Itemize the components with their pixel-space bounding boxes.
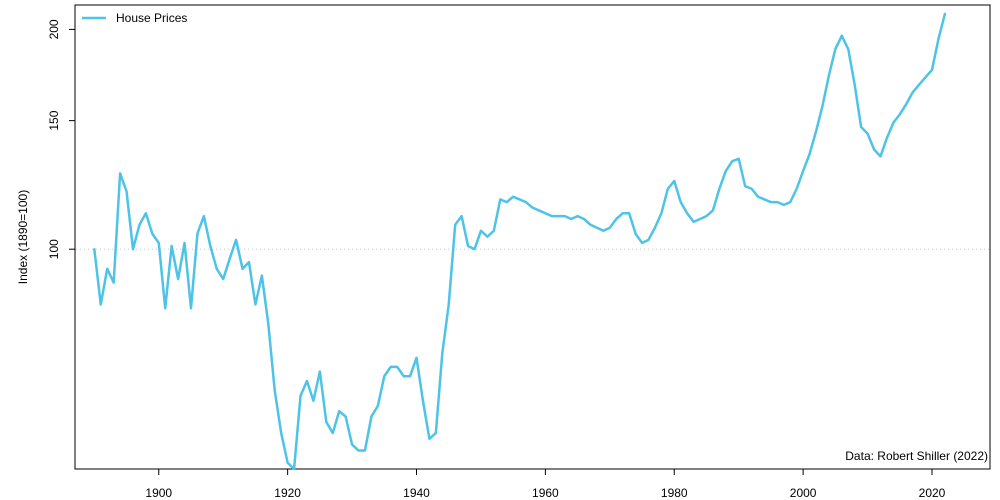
data-source-note: Data: Robert Shiller (2022) <box>845 449 988 463</box>
y-axis: 100 150 200 <box>47 19 75 259</box>
x-tick-label: 1900 <box>145 486 172 500</box>
x-tick-label: 1980 <box>661 486 688 500</box>
legend-entry: House Prices <box>116 11 187 25</box>
y-tick-label: 100 <box>47 239 61 259</box>
legend: House Prices <box>82 11 187 25</box>
y-axis-label: Index (1890=100) <box>16 190 30 284</box>
plot-frame <box>74 4 991 470</box>
x-axis: 1900 1920 1940 1960 1980 2000 2020 <box>145 469 946 500</box>
x-tick-label: 1960 <box>532 486 559 500</box>
x-tick-label: 1920 <box>274 486 301 500</box>
y-tick-label: 150 <box>47 110 61 130</box>
x-tick-label: 2020 <box>919 486 946 500</box>
x-tick-label: 1940 <box>403 486 430 500</box>
x-tick-label: 2000 <box>790 486 817 500</box>
series-line-house-prices <box>93 12 947 471</box>
y-tick-label: 200 <box>47 19 61 39</box>
